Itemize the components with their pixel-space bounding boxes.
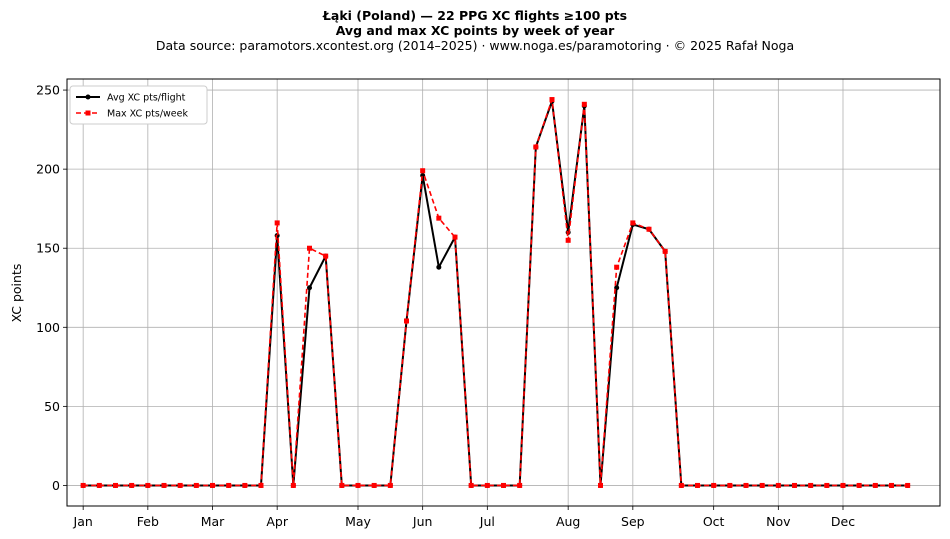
- y-tick-label: 0: [52, 478, 60, 493]
- data-point: [614, 264, 620, 270]
- data-point: [695, 482, 700, 488]
- data-point: [646, 226, 652, 232]
- data-point: [436, 264, 442, 270]
- data-point: [905, 482, 911, 488]
- series-line: [83, 100, 908, 487]
- chart-subtitle: Avg and max XC points by week of year: [335, 23, 615, 38]
- data-point: [129, 482, 135, 488]
- x-tick-label: Dec: [831, 514, 855, 529]
- y-tick-label: 150: [36, 241, 60, 256]
- series-avg: [80, 98, 911, 488]
- legend-box: [69, 85, 208, 125]
- axis-layer: 0 50 100 150 200 250 Jan Feb Mar Apr May Jun Jul Aug S…: [36, 83, 855, 529]
- series-layer: [80, 97, 911, 488]
- legend-label: Max XC pts/week: [107, 109, 188, 120]
- legend: Avg XC pts/flight Max XC pts/week: [69, 85, 208, 125]
- x-tick-label: Apr: [266, 514, 288, 529]
- data-point: [307, 245, 312, 251]
- y-tick-label: 200: [36, 162, 60, 177]
- x-tick-label: Jul: [479, 514, 495, 529]
- data-point: [598, 482, 603, 488]
- legend-label: Avg XC pts/flight: [107, 93, 186, 104]
- legend-marker: [85, 94, 91, 100]
- x-tick-label: May: [345, 514, 371, 529]
- data-point: [96, 482, 102, 488]
- data-point: [420, 168, 426, 174]
- data-point: [565, 237, 571, 243]
- chart-title: Łąki (Poland) — 22 PPG XC flights ≥100 p…: [322, 8, 628, 23]
- data-point: [759, 482, 765, 488]
- data-point: [80, 482, 86, 488]
- x-tick-label: Aug: [556, 514, 580, 529]
- data-point: [549, 97, 555, 103]
- legend-marker: [85, 110, 91, 116]
- x-tick-label: Oct: [703, 514, 725, 529]
- data-point: [274, 220, 280, 226]
- series-line: [83, 98, 908, 487]
- data-point: [824, 482, 830, 488]
- y-axis-label: XC points: [9, 264, 24, 323]
- data-point: [145, 482, 151, 488]
- data-point: [872, 482, 878, 488]
- chart-titles: Łąki (Poland) — 22 PPG XC flights ≥100 p…: [0, 8, 950, 53]
- data-point: [501, 482, 506, 488]
- x-tick-label: Feb: [137, 514, 159, 529]
- data-point: [856, 482, 862, 488]
- data-point: [711, 482, 717, 488]
- data-point: [387, 482, 393, 488]
- data-point: [662, 248, 668, 254]
- data-point: [177, 482, 183, 488]
- y-tick-label: 250: [36, 83, 60, 98]
- x-tick-label: Mar: [201, 514, 225, 529]
- plot-area-frame: [66, 78, 941, 507]
- data-point: [743, 482, 749, 488]
- data-point: [727, 482, 733, 488]
- data-point: [193, 482, 199, 488]
- data-point: [258, 482, 264, 488]
- data-point: [792, 482, 797, 488]
- x-tick-label: Nov: [766, 514, 791, 529]
- data-point: [452, 234, 458, 240]
- data-point: [484, 482, 490, 488]
- data-point: [226, 482, 232, 488]
- y-tick-label: 100: [36, 320, 60, 335]
- data-point: [307, 285, 312, 291]
- x-tick-label: Jun: [412, 514, 433, 529]
- data-point: [161, 482, 167, 488]
- data-point: [242, 482, 248, 488]
- data-point: [210, 482, 215, 488]
- chart-source: Data source: paramotors.xcontest.org (20…: [155, 38, 795, 53]
- data-point: [355, 482, 361, 488]
- data-point: [808, 482, 814, 488]
- series-max: [80, 97, 911, 488]
- data-point: [517, 482, 523, 488]
- data-point: [323, 253, 329, 259]
- data-point: [290, 482, 296, 488]
- x-tick-label: Jan: [73, 514, 93, 529]
- data-point: [840, 482, 846, 488]
- data-point: [678, 482, 684, 488]
- data-point: [581, 101, 587, 107]
- data-point: [533, 144, 539, 150]
- y-tick-label: 50: [44, 399, 60, 414]
- data-point: [436, 215, 442, 221]
- data-point: [113, 482, 118, 488]
- x-tick-label: Sep: [621, 514, 645, 529]
- data-point: [775, 482, 781, 488]
- data-point: [339, 482, 345, 488]
- data-point: [630, 220, 636, 226]
- data-point: [371, 482, 377, 488]
- data-point: [889, 482, 894, 488]
- grid-layer: [67, 79, 940, 506]
- data-point: [468, 482, 474, 488]
- data-point: [404, 318, 409, 324]
